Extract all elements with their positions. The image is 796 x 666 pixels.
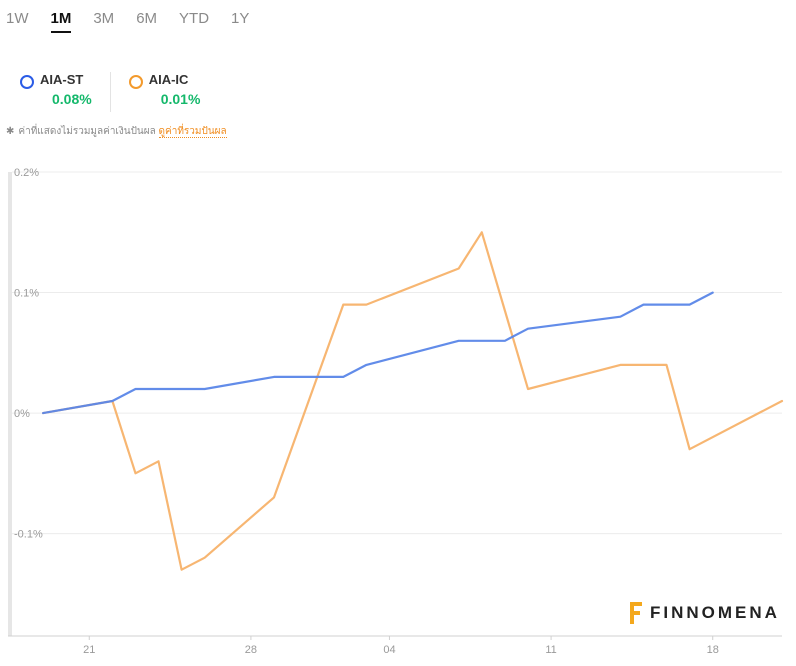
series-layer bbox=[42, 231, 784, 571]
y-tick-label: 0% bbox=[14, 408, 30, 420]
y-tick-label: -0.1% bbox=[14, 529, 43, 541]
dividend-note: ✱ ค่าที่แสดงไม่รวมมูลค่าเงินปันผล ดูค่าที… bbox=[6, 124, 227, 139]
x-tick-label: 11 bbox=[545, 644, 556, 656]
y-axis-bar bbox=[8, 172, 12, 636]
series-dot-icon bbox=[20, 75, 34, 89]
tab-ytd[interactable]: YTD bbox=[179, 10, 210, 27]
y-axis: 0.2% 0.1% 0% -0.1% bbox=[14, 167, 43, 541]
legend-item-aia-st[interactable]: AIA-ST 0.08% bbox=[20, 72, 92, 107]
legend-fund-return: 0.08% bbox=[52, 91, 92, 107]
y-tick-label: 0.2% bbox=[14, 167, 39, 179]
finnomena-logo-icon bbox=[630, 602, 642, 624]
legend-fund-name: AIA-IC bbox=[148, 72, 189, 87]
series-dot-icon bbox=[128, 75, 143, 89]
grid-layer bbox=[8, 171, 782, 637]
x-tick-label: 28 bbox=[245, 644, 257, 656]
tab-1y[interactable]: 1Y bbox=[231, 10, 250, 27]
performance-chart: 0.2% 0.1% 0% -0.1% 21 28 04 11 18 bbox=[8, 167, 784, 656]
x-tick-label: 04 bbox=[383, 644, 395, 656]
legend-item-aia-ic[interactable]: AIA-IC 0.01% bbox=[109, 72, 201, 112]
finnomena-logo: FINNOMENA bbox=[628, 600, 780, 626]
y-tick-label: 0.1% bbox=[14, 288, 39, 300]
tab-3m[interactable]: 3M bbox=[93, 10, 115, 27]
x-tick-label: 21 bbox=[83, 644, 95, 656]
legend-fund-name: AIA-ST bbox=[40, 72, 84, 87]
x-axis: 21 28 04 11 18 bbox=[83, 636, 719, 656]
tab-1w[interactable]: 1W bbox=[6, 10, 29, 27]
chart-legend: AIA-ST 0.08% AIA-IC 0.01% bbox=[20, 72, 200, 112]
series-line-aia-ic bbox=[42, 231, 784, 571]
tab-1m[interactable]: 1M bbox=[50, 10, 72, 33]
dividend-link[interactable]: ดูค่าที่รวมปันผล bbox=[158, 126, 227, 138]
asterisk-icon: ✱ bbox=[6, 126, 15, 137]
series-line-aia-st bbox=[42, 291, 714, 415]
legend-fund-return: 0.01% bbox=[160, 91, 201, 107]
x-tick-label: 18 bbox=[707, 644, 719, 656]
period-tabs: 1W 1M 3M 6M YTD 1Y bbox=[6, 10, 271, 33]
logo-text: FINNOMENA bbox=[650, 603, 780, 622]
tab-6m[interactable]: 6M bbox=[136, 10, 158, 27]
note-text: ค่าที่แสดงไม่รวมมูลค่าเงินปันผล bbox=[18, 126, 156, 137]
